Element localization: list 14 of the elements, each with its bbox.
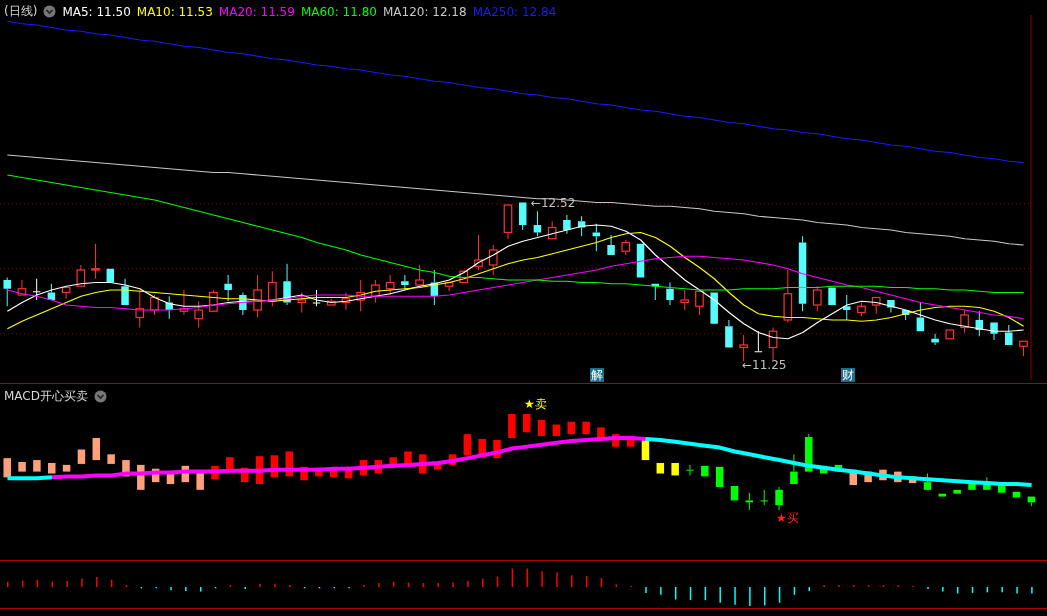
annotation: ←12.52 bbox=[530, 195, 576, 210]
annotation: 财 bbox=[841, 368, 855, 382]
annotation: 解 bbox=[590, 368, 604, 382]
text: MA5: 11.50 bbox=[62, 4, 131, 19]
annotation: ←11.25 bbox=[742, 358, 787, 372]
chart-title: (日线) bbox=[4, 3, 38, 20]
text: ★卖 bbox=[524, 397, 547, 411]
text: ★买 bbox=[776, 511, 799, 525]
text: MA10: 11.53 bbox=[136, 4, 213, 19]
text: MA20: 11.59 bbox=[218, 4, 295, 19]
chart-title: MACD开心买卖 bbox=[4, 388, 88, 405]
text: MA60: 11.80 bbox=[300, 4, 377, 19]
text: MA120: 12.18 bbox=[382, 4, 467, 19]
text: MA250: 12.84 bbox=[472, 4, 557, 19]
